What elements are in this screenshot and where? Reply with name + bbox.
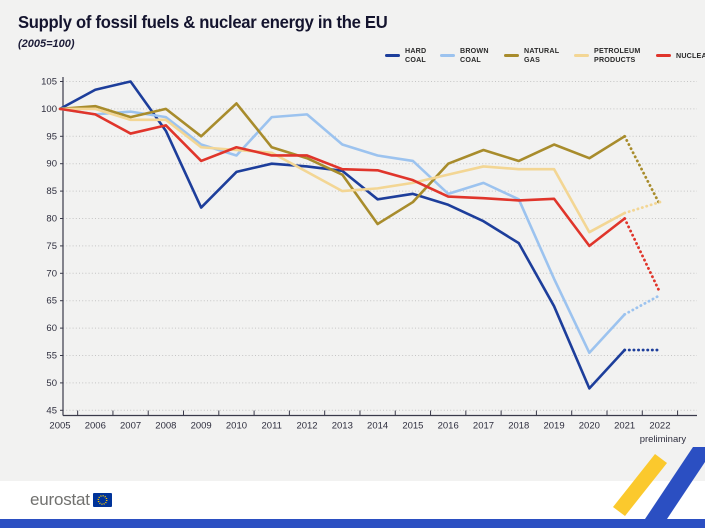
chart-legend: HARD COAL BROWN COAL NATURAL GAS PETROLEUM PROD… (385, 46, 705, 64)
legend-label-brown-coal: BROWN COAL (460, 46, 490, 64)
chart-title: Supply of fossil fuels & nuclear energy … (18, 12, 388, 32)
x-tick-label-2008: 2008 (155, 421, 176, 432)
legend-item-petroleum-products: PETROLEUM PRODUCTS (573, 46, 643, 64)
series-line-brown-coal (58, 107, 626, 355)
x-tick-label-2020: 2020 (579, 421, 600, 432)
y-tick-label-55: 55 (46, 351, 57, 362)
y-tick-label-95: 95 (46, 131, 57, 142)
y-tick-label-70: 70 (46, 268, 57, 279)
x-tick-label-2012: 2012 (296, 421, 317, 432)
legend-item-brown-coal: BROWN COAL (440, 46, 490, 64)
preliminary-note: preliminary (640, 434, 687, 445)
x-tick-label-2014: 2014 (367, 421, 388, 432)
x-tick-label-2021: 2021 (614, 421, 635, 432)
legend-item-hard-coal: HARD COAL (385, 46, 427, 64)
x-tick-label-2007: 2007 (120, 421, 141, 432)
legend-swatch-natural-gas (503, 53, 519, 57)
chart-subtitle: (2005=100) (18, 38, 75, 50)
y-tick-label-60: 60 (46, 323, 57, 334)
x-tick-label-2016: 2016 (438, 421, 459, 432)
x-tick-label-2022: 2022 (649, 421, 670, 432)
x-tick-label-2015: 2015 (402, 421, 423, 432)
legend-swatch-petroleum-products (573, 53, 589, 57)
legend-swatch-hard-coal (385, 53, 400, 57)
series-line-natural-gas (58, 102, 626, 226)
bottom-bar (0, 519, 705, 528)
legend-label-hard-coal: HARD COAL (405, 46, 427, 64)
legend-label-nuclear: NUCLEAR (675, 50, 705, 60)
x-tick-label-2010: 2010 (226, 421, 247, 432)
series-preliminary-segment-nuclear (623, 217, 662, 294)
legend-item-nuclear: NUCLEAR (655, 50, 705, 60)
x-tick-label-2019: 2019 (543, 421, 564, 432)
x-tick-label-2018: 2018 (508, 421, 529, 432)
y-tick-label-100: 100 (41, 104, 57, 115)
x-tick-label-2013: 2013 (332, 421, 353, 432)
x-tick-label-2005: 2005 (49, 421, 70, 432)
series-line-hard-coal (58, 80, 626, 390)
legend-label-petroleum-products: PETROLEUM PRODUCTS (593, 46, 641, 64)
x-tick-label-2006: 2006 (85, 421, 106, 432)
eu-flag-icon (92, 493, 112, 507)
legend-swatch-nuclear (655, 53, 671, 57)
y-tick-label-85: 85 (46, 186, 57, 197)
eurostat-wordmark: eurostat (30, 490, 90, 509)
y-tick-label-80: 80 (46, 214, 57, 225)
x-tick-label-2011: 2011 (262, 421, 282, 432)
series-line-nuclear (58, 107, 626, 248)
brand-ribbon-decoration (613, 447, 705, 519)
y-tick-label-105: 105 (41, 77, 57, 88)
y-tick-label-45: 45 (46, 405, 57, 416)
footer (0, 481, 705, 519)
line-chart: 105 100 95 90 85 80 75 70 65 60 55 50 45 2005 2006 2007… (41, 77, 697, 445)
x-tick-label-2009: 2009 (191, 421, 212, 432)
y-tick-label-75: 75 (46, 241, 57, 252)
x-tick-label-2017: 2017 (473, 421, 494, 432)
y-tick-label-90: 90 (46, 159, 57, 170)
y-tick-label-65: 65 (46, 296, 57, 307)
series-preliminary-segment-natural-gas (623, 134, 662, 207)
series-line-petroleum-products (58, 107, 626, 234)
legend-item-natural-gas: NATURAL GAS (503, 46, 561, 64)
series-preliminary-segment-petroleum-products (623, 200, 662, 215)
series-preliminary-segment-brown-coal (623, 293, 662, 316)
legend-swatch-brown-coal (440, 53, 456, 57)
eurostat-logo: eurostat (30, 490, 112, 510)
y-tick-label-50: 50 (46, 378, 57, 389)
legend-label-natural-gas: NATURAL GAS (523, 46, 559, 64)
